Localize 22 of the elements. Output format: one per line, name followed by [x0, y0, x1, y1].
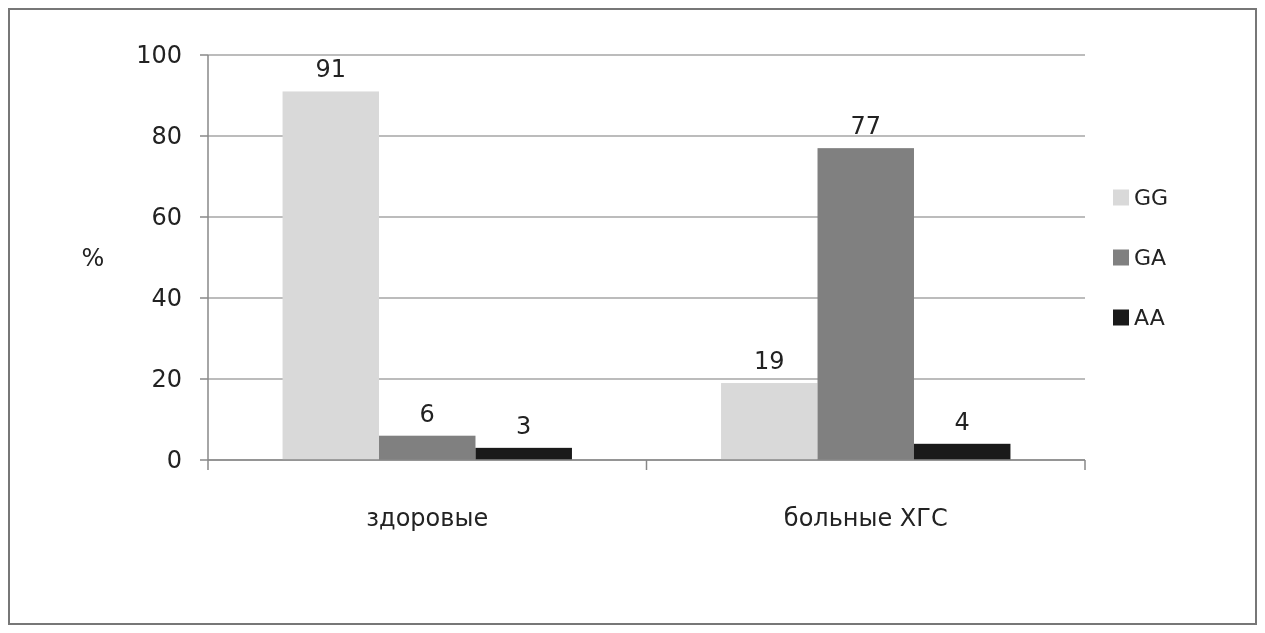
y-tick-label: 20 [151, 365, 182, 394]
data-label: 77 [850, 112, 882, 141]
y-tick-label: 100 [136, 41, 182, 70]
x-tick-label: здоровые [366, 504, 489, 532]
y-axis-title: % [81, 243, 105, 272]
bar [282, 91, 380, 460]
y-tick-label: 80 [151, 122, 182, 151]
y-tick-label: 40 [151, 284, 182, 313]
data-label: 3 [516, 411, 532, 440]
data-label: 6 [419, 399, 435, 428]
x-tick-label: больные ХГС [783, 504, 948, 532]
bar [721, 383, 818, 460]
bar [475, 447, 572, 460]
legend-label: GA [1134, 245, 1167, 271]
data-label: 4 [954, 407, 970, 436]
data-label: 91 [315, 55, 347, 84]
bar [913, 443, 1011, 460]
data-label: 19 [754, 347, 785, 376]
y-tick-label: 60 [151, 203, 182, 232]
legend-label: GG [1134, 185, 1169, 211]
y-tick-label: 0 [166, 446, 182, 475]
legend-label: AA [1134, 305, 1165, 331]
